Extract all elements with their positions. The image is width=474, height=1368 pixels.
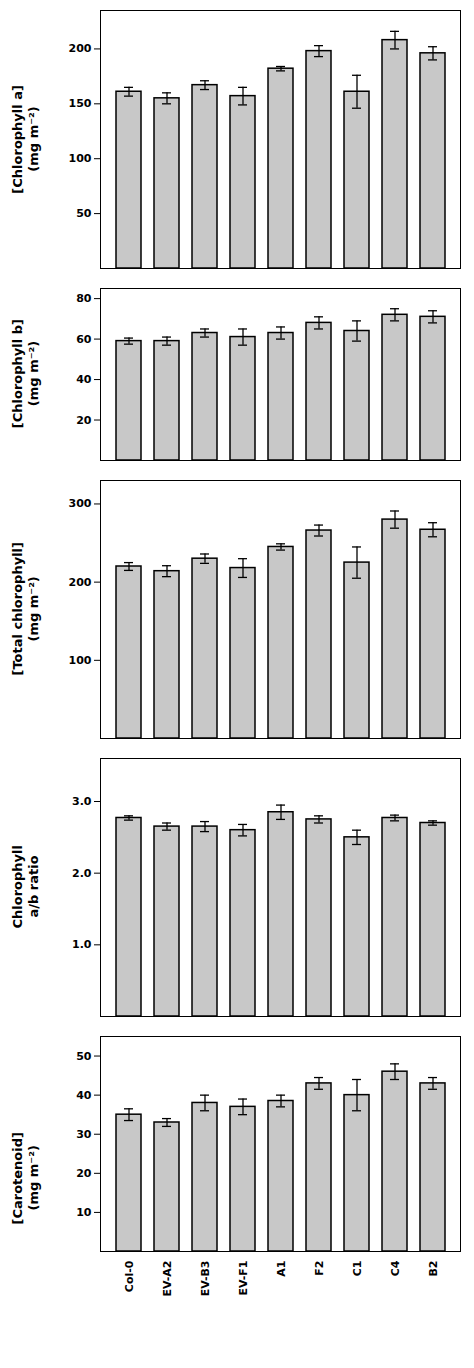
svg-text:B2: B2 (427, 1261, 440, 1277)
svg-text:F2: F2 (313, 1261, 326, 1276)
svg-text:EV-F1: EV-F1 (237, 1261, 250, 1296)
svg-text:40: 40 (76, 373, 92, 386)
svg-text:200: 200 (69, 576, 92, 589)
svg-text:Col-0: Col-0 (123, 1260, 136, 1292)
html-text:[Chlorophyll a] (mg m⁻²): [Chlorophyll a] (mg m⁻²) (10, 84, 41, 194)
svg-text:EV-B3: EV-B3 (199, 1261, 212, 1297)
svg-text:3.0: 3.0 (72, 795, 92, 808)
svg-text:50: 50 (76, 207, 92, 220)
html-text:[Carotenoid] (mg m⁻²): [Carotenoid] (mg m⁻²) (10, 1132, 41, 1225)
svg-text:200: 200 (69, 42, 92, 55)
html-text:[Total chlorophyll] (mg m⁻²): [Total chlorophyll] (mg m⁻²) (10, 542, 41, 676)
svg-text:100: 100 (69, 654, 92, 667)
svg-text:30: 30 (76, 1128, 92, 1141)
svg-text:300: 300 (69, 497, 92, 510)
svg-text:100: 100 (69, 152, 92, 165)
svg-text:60: 60 (76, 333, 92, 346)
svg-text:EV-A2: EV-A2 (161, 1261, 174, 1297)
svg-text:A1: A1 (275, 1261, 288, 1277)
svg-text:50: 50 (76, 1050, 92, 1063)
svg-text:40: 40 (76, 1089, 92, 1102)
svg-text:20: 20 (76, 1167, 92, 1180)
svg-text:80: 80 (76, 292, 92, 305)
svg-text:C4: C4 (389, 1260, 402, 1276)
svg-text:2.0: 2.0 (72, 867, 92, 880)
svg-text:20: 20 (76, 414, 92, 427)
svg-text:150: 150 (69, 97, 92, 110)
svg-text:C1: C1 (351, 1261, 364, 1277)
html-text:Chlorophyll a/b ratio: Chlorophyll a/b ratio (10, 845, 41, 929)
html-text:[Chlorophyll b] (mg m⁻²): [Chlorophyll b] (mg m⁻²) (10, 319, 41, 429)
svg-text:10: 10 (76, 1206, 92, 1219)
svg-text:1.0: 1.0 (72, 938, 92, 951)
